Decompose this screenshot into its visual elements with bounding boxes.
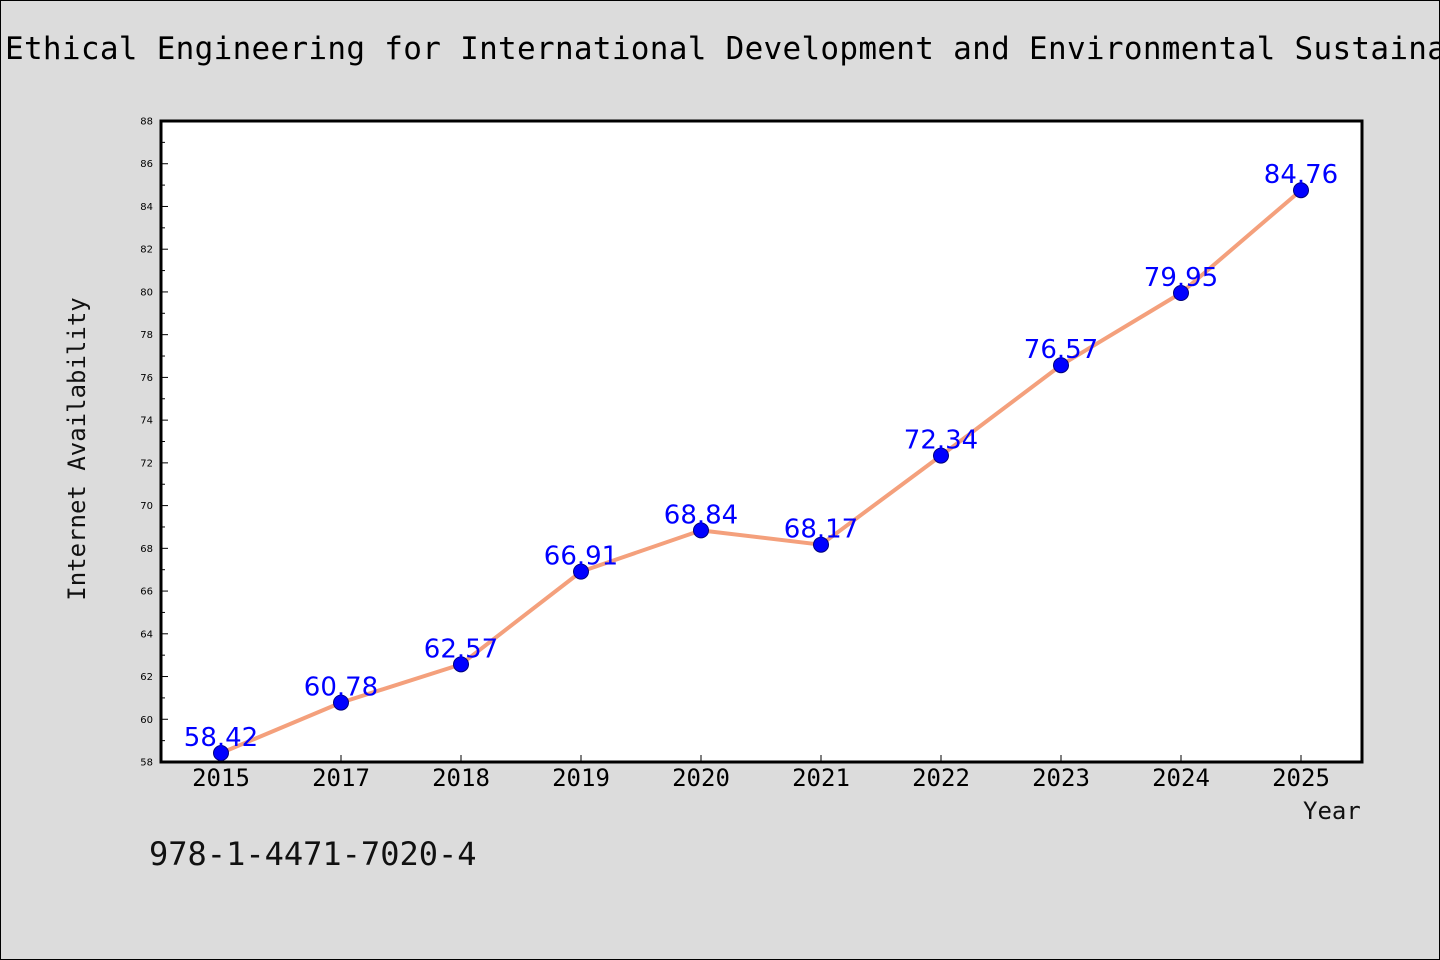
x-tick-label: 2024 [1152, 764, 1210, 792]
data-label: 79.95 [1144, 263, 1218, 293]
data-label: 60.78 [304, 673, 378, 703]
y-tick-label: 88 [140, 117, 153, 128]
plot-area [159, 119, 1364, 764]
data-point [213, 745, 229, 762]
isbn-text: 978-1-4471-7020-4 [149, 835, 477, 873]
data-label: 66.91 [544, 542, 618, 572]
data-point [1053, 357, 1069, 374]
data-point [453, 656, 469, 673]
data-label: 68.84 [664, 500, 738, 530]
x-tick-label: 2015 [192, 764, 250, 792]
data-label: 76.57 [1024, 335, 1098, 365]
y-tick-label: 62 [140, 672, 153, 683]
data-label: 72.34 [904, 426, 978, 456]
data-point [813, 536, 829, 553]
data-point [1293, 182, 1309, 199]
y-tick-label: 64 [140, 629, 153, 640]
y-tick-label: 60 [140, 715, 153, 726]
chart-title: Ethical Engineering for International De… [5, 31, 1440, 67]
data-label: 62.57 [424, 634, 498, 664]
y-tick-label: 70 [140, 501, 153, 512]
data-point [573, 563, 589, 580]
x-tick-label: 2023 [1032, 764, 1090, 792]
data-point [333, 694, 349, 711]
data-label: 68.17 [784, 515, 858, 545]
series-line [219, 188, 1303, 756]
data-label: 58.42 [184, 723, 258, 753]
data-point [933, 447, 949, 464]
y-tick-label: 82 [140, 245, 153, 256]
y-tick-label: 74 [140, 416, 153, 427]
data-label: 84.76 [1264, 160, 1338, 190]
x-tick-label: 2019 [552, 764, 610, 792]
x-tick-label: 2017 [312, 764, 370, 792]
x-tick-label: 2018 [432, 764, 490, 792]
y-tick-label: 86 [140, 159, 153, 170]
y-tick-label: 66 [140, 587, 153, 598]
y-tick-label: 58 [140, 758, 153, 769]
x-tick-label: 2025 [1272, 764, 1330, 792]
y-tick-label: 84 [140, 202, 153, 213]
x-tick-label: 2020 [672, 764, 730, 792]
data-point [693, 522, 709, 539]
x-tick-label: 2021 [792, 764, 850, 792]
y-tick-label: 68 [140, 544, 153, 555]
x-tick-label: 2022 [912, 764, 970, 792]
data-point [1173, 285, 1189, 302]
y-tick-label: 78 [140, 330, 153, 341]
y-tick-label: 76 [140, 373, 153, 384]
y-tick-label: 80 [140, 287, 153, 298]
y-tick-label: 72 [140, 458, 153, 469]
x-axis-label: Year [1303, 797, 1361, 825]
